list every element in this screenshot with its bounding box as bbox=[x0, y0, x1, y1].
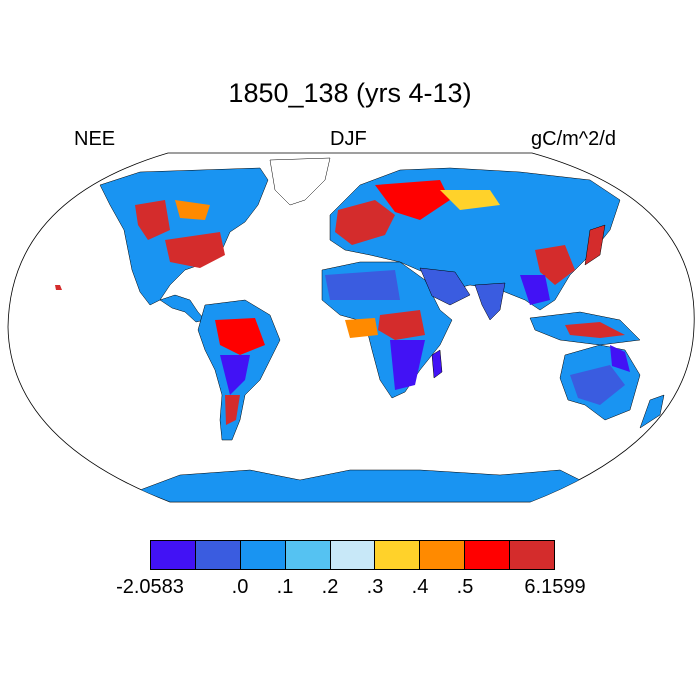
colorbar-box bbox=[151, 541, 196, 569]
india bbox=[474, 282, 506, 321]
colorbar-box bbox=[420, 541, 466, 569]
colorbar-tick-label: .4 bbox=[411, 576, 429, 598]
hotspots bbox=[55, 180, 630, 425]
colorbar-box bbox=[240, 541, 286, 569]
colorbar-box bbox=[465, 541, 511, 569]
colorbar-box bbox=[195, 541, 241, 569]
arabia bbox=[419, 267, 471, 306]
new-zealand bbox=[639, 394, 665, 429]
colorbar bbox=[150, 540, 555, 570]
units-label: gC/m^2/d bbox=[531, 128, 616, 150]
colorbar-box bbox=[330, 541, 376, 569]
colorbar-tick-label: .0 bbox=[231, 576, 249, 598]
antarctica bbox=[139, 469, 601, 502]
japan bbox=[584, 224, 606, 266]
variable-label: NEE bbox=[74, 128, 116, 150]
colorbar-box bbox=[510, 541, 555, 569]
colorbar-tick-label: .2 bbox=[321, 576, 339, 598]
colorbar-tick-label: -2.0583 bbox=[116, 576, 184, 598]
map-title: 1850_138 (yrs 4-13) bbox=[228, 78, 472, 108]
colorbar-box bbox=[285, 541, 331, 569]
colorbar-tick-label: .5 bbox=[456, 576, 474, 598]
colorbar-box bbox=[375, 541, 421, 569]
colorbar-tick-label: 6.1599 bbox=[524, 576, 586, 598]
greenland bbox=[269, 157, 331, 206]
season-label: DJF bbox=[330, 128, 367, 150]
madagascar bbox=[431, 349, 443, 379]
colorbar-tick-label: .1 bbox=[276, 576, 294, 598]
colorbar-tick-label: .3 bbox=[366, 576, 384, 598]
